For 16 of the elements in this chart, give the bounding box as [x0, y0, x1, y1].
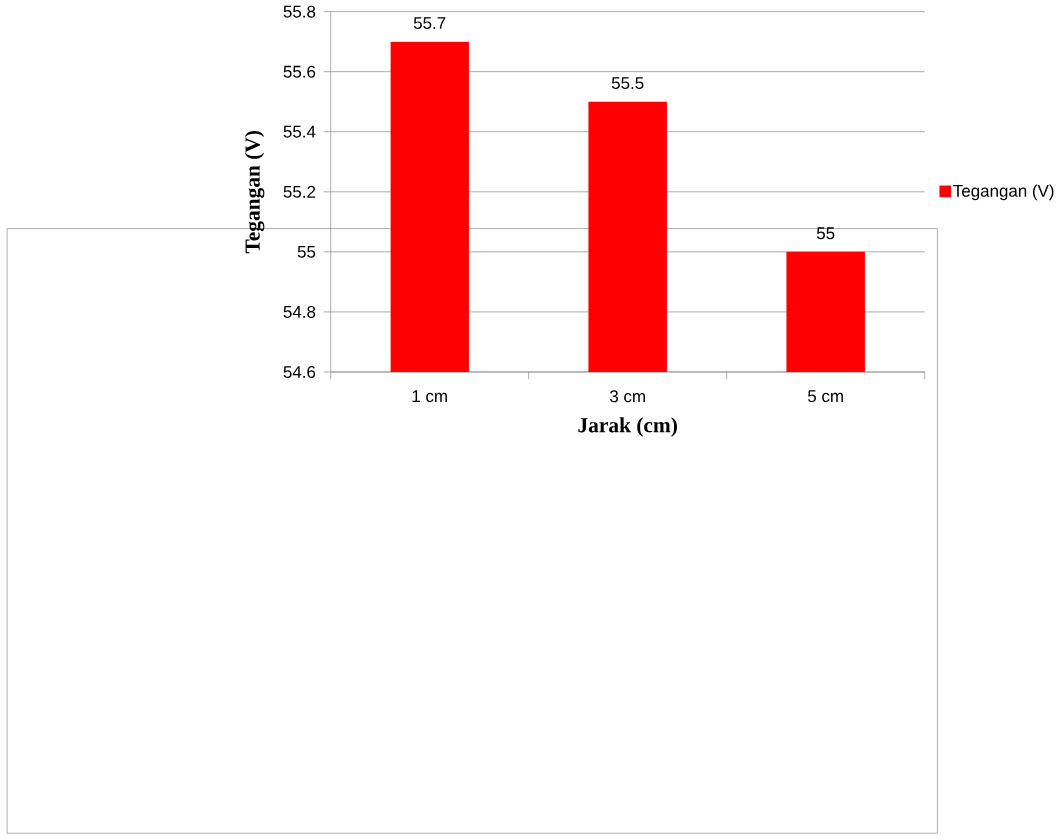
- x-tick-label: 5 cm: [808, 390, 843, 402]
- y-tick-label: 55.2: [283, 185, 316, 198]
- y-tick-label: 54.8: [283, 305, 316, 318]
- y-tick-label: 55.8: [283, 5, 316, 18]
- x-tick-label: 1 cm: [412, 390, 447, 402]
- legend-label: Tegangan (V): [953, 184, 1054, 200]
- x-axis-title: Jarak (cm): [578, 417, 677, 437]
- y-tick-label: 55.4: [283, 125, 316, 138]
- y-axis-title: Tegangan (V): [244, 130, 265, 254]
- y-tick-label: 55.6: [283, 65, 316, 78]
- x-tick-label: 3 cm: [609, 390, 645, 403]
- y-tick-label: 55: [297, 245, 316, 258]
- y-tick-label: 54.6: [283, 365, 316, 378]
- data-label: 55: [816, 227, 835, 239]
- data-label: 55.7: [413, 16, 446, 29]
- data-label: 55.5: [611, 77, 644, 89]
